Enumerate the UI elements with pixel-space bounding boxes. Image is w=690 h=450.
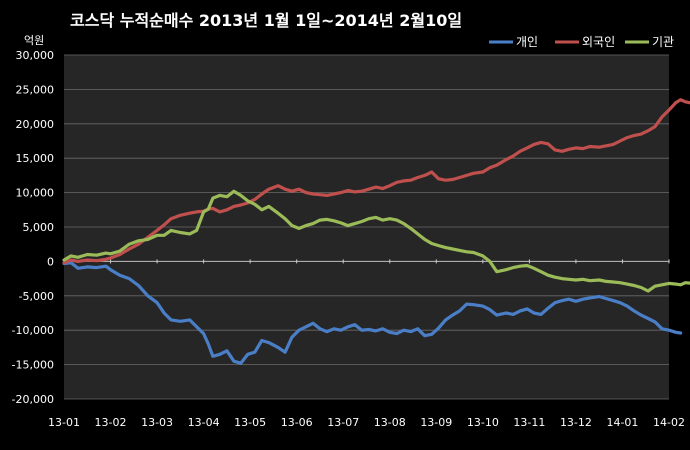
x-tick-label: 13-07 [327, 416, 359, 429]
x-tick-label: 13-10 [467, 416, 499, 429]
series-line [62, 261, 683, 365]
y-tick-label: 20,000 [16, 118, 55, 131]
x-tick-label: 13-11 [513, 416, 545, 429]
y-tick-label: -20,000 [12, 393, 54, 406]
x-tick-label: 13-12 [560, 416, 592, 429]
y-tick-label: 0 [47, 255, 54, 268]
legend-label: 개인 [516, 35, 538, 49]
gridlines [64, 54, 669, 400]
x-tick-label: 13-02 [95, 416, 127, 429]
y-tick-label: 30,000 [16, 49, 55, 62]
x-tick-label: 13-09 [420, 416, 452, 429]
x-tick-label: 13-04 [188, 416, 220, 429]
x-tick-label: 14-01 [606, 416, 638, 429]
y-tick-label: 5,000 [23, 221, 55, 234]
series-lines [62, 98, 690, 365]
y-axis-ticks: 30,000 25,000 20,000 15,000 10,000 5,000 0 -5,0… [12, 49, 54, 406]
y-tick-label: 25,000 [16, 83, 55, 96]
chart-title: 코스닥 누적순매수 2013년 1월 1일~2014년 2월10일 [70, 11, 462, 30]
x-tick-label: 13-06 [281, 416, 313, 429]
x-tick-label: 14-02 [653, 416, 685, 429]
x-tick-label: 13-08 [374, 416, 406, 429]
x-tick-label: 13-01 [48, 416, 80, 429]
y-tick-label: -15,000 [12, 359, 54, 372]
y-tick-label: -5,000 [19, 290, 54, 303]
y-tick-label: 15,000 [16, 152, 55, 165]
legend-label: 기관 [652, 35, 674, 49]
series-line [62, 189, 690, 293]
legend-label: 외국인 [582, 35, 615, 49]
x-tick-label: 13-03 [141, 416, 173, 429]
legend: 개인 외국인 기관 [489, 35, 674, 49]
series-line [62, 98, 690, 265]
x-axis-ticks: 13-01 13-02 13-03 13-04 13-05 13-06 13-07 13-08… [48, 259, 685, 429]
y-tick-label: 10,000 [16, 187, 55, 200]
y-tick-label: -10,000 [12, 324, 54, 337]
y-axis-unit-label: 억원 [24, 34, 44, 47]
x-tick-label: 13-05 [234, 416, 266, 429]
